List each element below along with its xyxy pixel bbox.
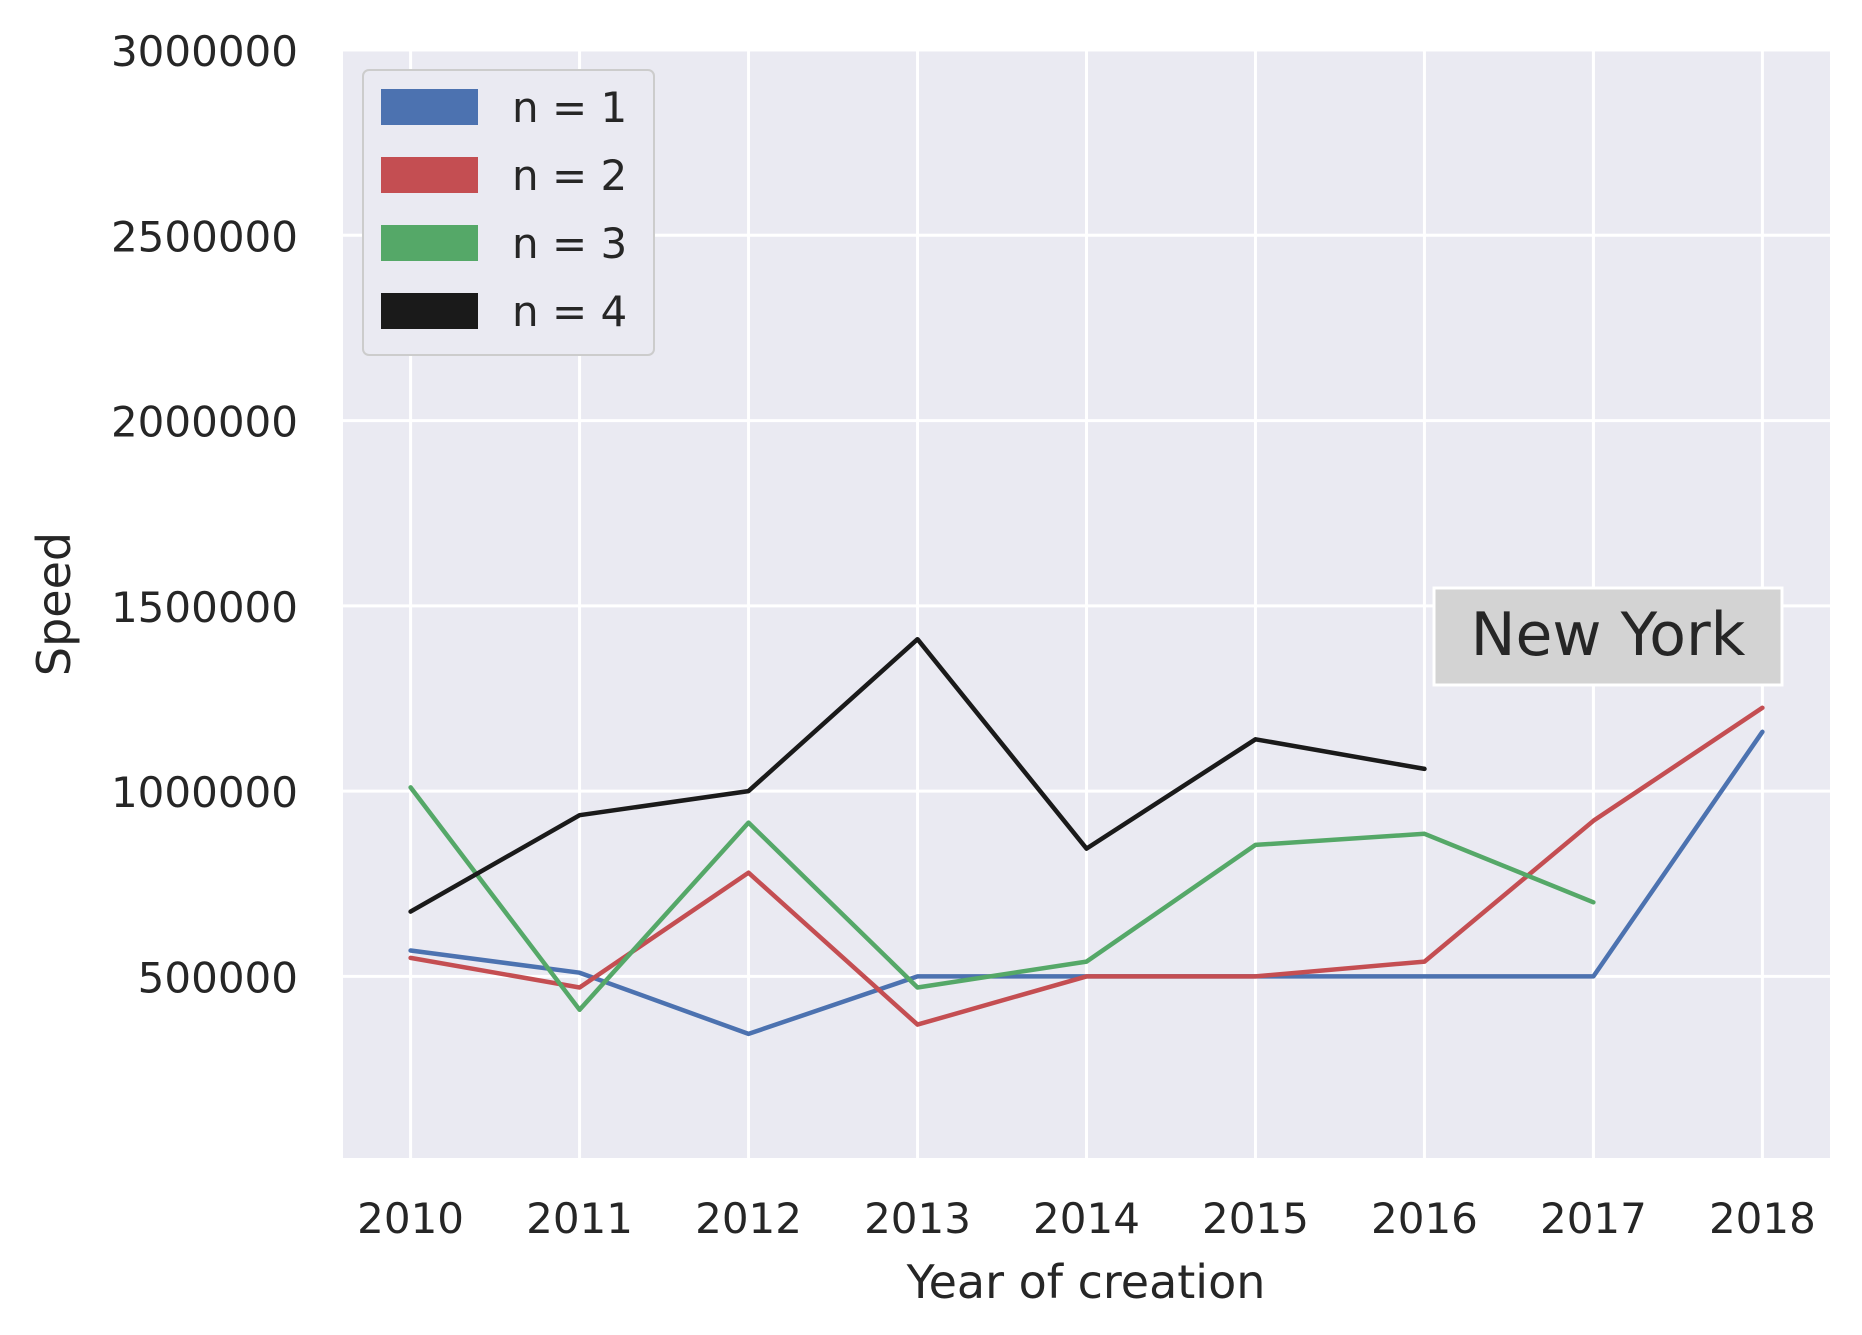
x-tick-label: 2018 <box>1709 1194 1816 1243</box>
y-tick-label: 1000000 <box>111 768 298 817</box>
legend: n = 1 n = 2 n = 3 n = 4 <box>362 69 655 356</box>
series-lines <box>408 636 1765 1037</box>
legend-box <box>362 69 655 356</box>
legend-label: n = 3 <box>512 219 627 268</box>
annotation-new-york: New York <box>1432 586 1784 687</box>
y-tick-label: 1500000 <box>111 583 298 632</box>
legend-swatch <box>381 157 478 193</box>
x-axis-label: Year of creation <box>906 1255 1266 1309</box>
x-tick-label: 2015 <box>1202 1194 1309 1243</box>
x-tick-labels: 2010 2011 2012 2013 2014 2015 2016 2017 2018 <box>357 1194 1816 1243</box>
series-line <box>408 636 1427 914</box>
legend-label: n = 2 <box>512 151 627 200</box>
x-tick-label: 2012 <box>695 1194 802 1243</box>
x-tick-label: 2017 <box>1540 1194 1647 1243</box>
y-tick-labels: 500000 1000000 1500000 2000000 2500000 300000… <box>111 27 298 1002</box>
legend-label: n = 1 <box>512 83 627 132</box>
x-tick-label: 2013 <box>864 1194 971 1243</box>
legend-swatch <box>381 293 478 329</box>
legend-label: n = 4 <box>512 287 627 336</box>
y-axis-label: Speed <box>27 532 81 676</box>
y-tick-label: 2500000 <box>111 212 298 261</box>
legend-swatch <box>381 225 478 261</box>
x-tick-label: 2010 <box>357 1194 464 1243</box>
x-tick-label: 2016 <box>1371 1194 1478 1243</box>
annotation-text: New York <box>1471 600 1746 670</box>
legend-swatch <box>381 89 478 125</box>
x-tick-label: 2011 <box>526 1194 633 1243</box>
x-tick-label: 2014 <box>1033 1194 1140 1243</box>
y-tick-label: 2000000 <box>111 398 298 447</box>
y-tick-label: 3000000 <box>111 27 298 76</box>
y-tick-label: 500000 <box>138 953 298 1002</box>
annotation-box <box>1432 586 1784 687</box>
series-line <box>408 785 1596 1013</box>
